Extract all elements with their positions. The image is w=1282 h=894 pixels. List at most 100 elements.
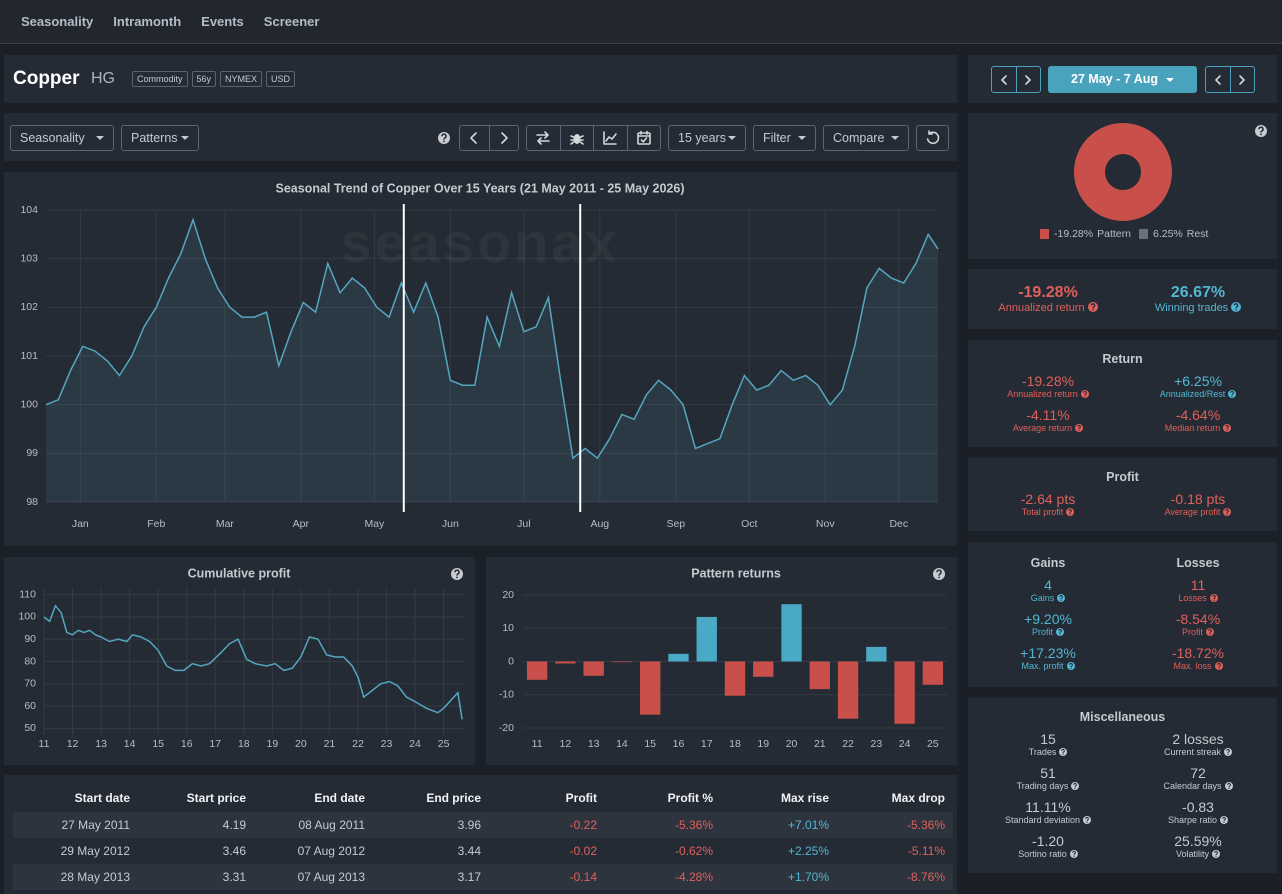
help-dot bbox=[1069, 513, 1071, 515]
help-icon[interactable] bbox=[1231, 302, 1242, 312]
stat-value: 25.59% bbox=[1174, 833, 1222, 849]
table-row[interactable]: 28 May 2013 3.31 07 Aug 2013 3.17 -0.14 -4.28… bbox=[13, 864, 953, 890]
compare-dropdown[interactable]: Compare bbox=[823, 125, 909, 151]
help-icon[interactable] bbox=[1069, 850, 1078, 858]
bar bbox=[555, 661, 576, 664]
nav-item[interactable]: Screener bbox=[263, 14, 320, 29]
help-icon[interactable] bbox=[1059, 748, 1068, 756]
bar bbox=[611, 661, 633, 663]
calendar-button[interactable] bbox=[626, 126, 661, 150]
help-glyph bbox=[1225, 424, 1230, 430]
help-icon[interactable] bbox=[1066, 662, 1075, 670]
help-icon[interactable] bbox=[1209, 594, 1218, 602]
help bbox=[1080, 390, 1089, 398]
bug-button[interactable] bbox=[559, 126, 594, 150]
help-dot bbox=[1078, 429, 1080, 431]
y-tick-label: 100 bbox=[18, 611, 36, 623]
shift-prev[interactable] bbox=[1206, 67, 1230, 92]
filter-dropdown[interactable]: Filter bbox=[753, 125, 816, 151]
stat-value: +9.20% bbox=[1024, 611, 1072, 627]
stat-value: -4.64% bbox=[1175, 407, 1221, 423]
x-tick-label: Oct bbox=[741, 518, 757, 530]
y-tick-label: 99 bbox=[26, 447, 38, 459]
x-tick-label: Jul bbox=[517, 518, 530, 530]
table-row[interactable]: 29 May 2012 3.46 07 Aug 2012 3.44 -0.02 -0.62… bbox=[13, 838, 953, 864]
period-dropdown[interactable]: 15 years bbox=[668, 125, 746, 151]
help-icon[interactable] bbox=[1083, 816, 1092, 824]
donut-panel: -19.28% Pattern 6.25% Rest bbox=[968, 113, 1277, 259]
help-glyph bbox=[1225, 508, 1230, 514]
y-tick-label: 104 bbox=[20, 204, 38, 216]
tag: 56y bbox=[191, 71, 217, 87]
help bbox=[1087, 302, 1098, 312]
help-glyph bbox=[1216, 662, 1221, 668]
tag: USD bbox=[266, 71, 296, 87]
table-cell: -4.28% bbox=[674, 870, 713, 884]
help-icon[interactable] bbox=[1212, 850, 1221, 858]
help-dot bbox=[1223, 821, 1225, 823]
table-row[interactable]: 27 May 2011 4.19 08 Aug 2011 3.96 -0.22 -5.36… bbox=[13, 812, 953, 838]
help-dot bbox=[1074, 787, 1076, 789]
next-button[interactable] bbox=[488, 126, 519, 150]
date-prev[interactable] bbox=[992, 67, 1016, 92]
help-glyph bbox=[1085, 816, 1089, 822]
nav-bar: Seasonality Intramonth Events Screener bbox=[0, 0, 1282, 44]
x-tick-label: 21 bbox=[814, 738, 826, 750]
help-icon[interactable] bbox=[1223, 508, 1232, 516]
help-icon[interactable] bbox=[1057, 594, 1066, 602]
help-icon[interactable] bbox=[1214, 662, 1223, 670]
help-icon[interactable] bbox=[1228, 390, 1237, 398]
table-cell: 07 Aug 2012 bbox=[297, 844, 365, 858]
help-icon[interactable] bbox=[438, 132, 450, 144]
swap-button[interactable] bbox=[527, 126, 560, 150]
prev-button[interactable] bbox=[460, 126, 489, 150]
chevron-left bbox=[1214, 74, 1221, 85]
help-icon[interactable] bbox=[1075, 424, 1084, 432]
stat-title: Losses bbox=[1176, 556, 1220, 570]
help-icon[interactable] bbox=[1220, 816, 1229, 824]
reset-icon bbox=[926, 130, 939, 145]
stat-value: -0.18 pts bbox=[1170, 491, 1226, 507]
help-icon[interactable] bbox=[1206, 628, 1214, 636]
help-glyph bbox=[1059, 594, 1064, 600]
date-next[interactable] bbox=[1015, 67, 1041, 92]
stat-value: 11 bbox=[1190, 577, 1206, 593]
nav-item[interactable]: Intramonth bbox=[113, 14, 182, 29]
help-icon[interactable] bbox=[1071, 782, 1080, 790]
help-icon[interactable] bbox=[1224, 782, 1233, 790]
help-icon[interactable] bbox=[1066, 508, 1075, 516]
stat-panel: Profit -2.64 pts Total profit -0.18 pts Aver… bbox=[968, 458, 1277, 531]
help-icon[interactable] bbox=[451, 568, 463, 580]
view-dropdown[interactable]: Patterns bbox=[121, 125, 199, 151]
x-tick-label: 22 bbox=[842, 738, 854, 750]
nav-item[interactable]: Events bbox=[201, 14, 244, 29]
help-dot bbox=[1059, 633, 1061, 635]
next-icon bbox=[500, 132, 508, 144]
y-tick-label: 102 bbox=[20, 301, 38, 313]
chart-button[interactable] bbox=[593, 126, 627, 150]
reset-button[interactable] bbox=[916, 125, 949, 151]
help-icon[interactable] bbox=[933, 568, 945, 580]
nav-item[interactable]: Seasonality bbox=[21, 14, 94, 29]
y-tick-label: 70 bbox=[24, 678, 36, 690]
x-tick-label: 15 bbox=[644, 738, 656, 750]
stat-value: -18.72% bbox=[1171, 645, 1225, 661]
help-icon[interactable] bbox=[1224, 748, 1233, 756]
shift-next[interactable] bbox=[1229, 67, 1255, 92]
date-range-button[interactable]: 27 May - 7 Aug bbox=[1048, 66, 1197, 93]
help-icon[interactable] bbox=[1255, 125, 1267, 137]
help-icon[interactable] bbox=[1087, 302, 1098, 312]
mode-dropdown[interactable]: Seasonality bbox=[10, 125, 114, 151]
stat-label-text: Annualized return bbox=[998, 302, 1085, 314]
help-icon[interactable] bbox=[1080, 390, 1089, 398]
stat-title: Gains bbox=[1030, 556, 1066, 570]
table-cell: +7.01% bbox=[787, 818, 829, 832]
x-tick-label: 14 bbox=[124, 738, 136, 750]
x-tick-label: 12 bbox=[67, 738, 79, 750]
stat-value: -8.54% bbox=[1175, 611, 1221, 627]
help-icon[interactable] bbox=[1223, 424, 1232, 432]
y-tick-label: 98 bbox=[26, 496, 38, 508]
help-glyph bbox=[1082, 390, 1087, 396]
help bbox=[1224, 748, 1233, 756]
help-icon[interactable] bbox=[1056, 628, 1064, 636]
